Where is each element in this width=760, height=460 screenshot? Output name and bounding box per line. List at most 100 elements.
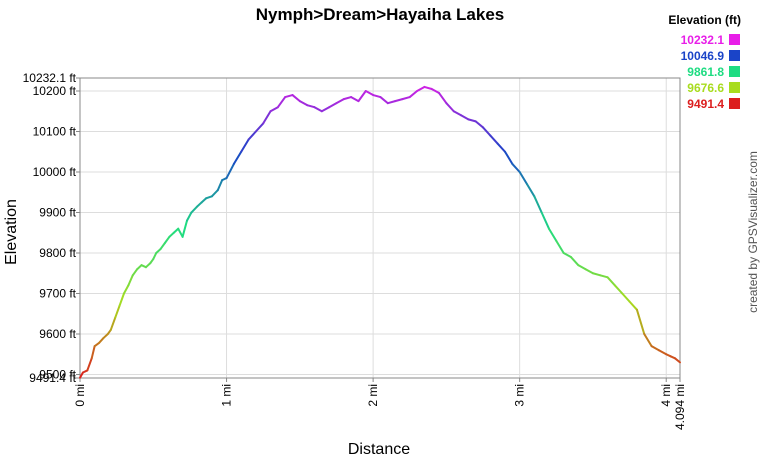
- legend-swatch: [729, 98, 740, 109]
- elevation-line-segment: [240, 138, 250, 153]
- elevation-line-segment: [650, 345, 660, 352]
- legend-label: 9861.8: [687, 65, 724, 79]
- plot-area: [79, 77, 681, 379]
- elevation-line-segment: [122, 284, 130, 295]
- elevation-line-segment: [164, 235, 171, 244]
- y-tick-label: 10200 ft: [33, 84, 77, 98]
- y-tick-label: 10000 ft: [33, 165, 77, 179]
- elevation-line-segment: [643, 333, 653, 348]
- elevation-line-segment: [569, 256, 580, 267]
- elevation-line-segment: [438, 92, 448, 105]
- elevation-line-segment: [423, 85, 433, 90]
- y-tick-label: 9500 ft: [39, 368, 76, 382]
- grid-lines: [80, 78, 680, 378]
- elevation-line-segment: [496, 142, 507, 153]
- elevation-line-segment: [379, 96, 389, 105]
- elevation-line-segment: [372, 94, 382, 99]
- elevation-line-segment: [276, 96, 287, 109]
- elevation-line-segment: [152, 252, 158, 261]
- elevation-line-segment: [674, 357, 681, 364]
- elevation-line-segment: [547, 227, 558, 242]
- elevation-line-segment: [177, 227, 184, 238]
- y-tick-label: 10232.1 ft: [23, 71, 77, 85]
- elevation-line-segment: [320, 106, 331, 113]
- legend-swatch: [729, 66, 740, 77]
- elevation-line-segment: [430, 87, 441, 95]
- legend-swatch: [729, 50, 740, 61]
- elevation-line-segment: [159, 241, 167, 250]
- elevation-line-segment: [474, 120, 485, 129]
- elevation-line-segment: [482, 126, 492, 137]
- elevation-line-segment: [525, 183, 536, 198]
- elevation-line-segment: [511, 162, 521, 174]
- legend-title: Elevation (ft): [668, 13, 741, 27]
- x-axis-title: Distance: [348, 441, 410, 458]
- elevation-line-segment: [555, 239, 565, 255]
- elevation-line-segment: [467, 118, 477, 123]
- elevation-line-segment: [335, 98, 345, 105]
- elevation-line-segment: [306, 104, 316, 109]
- elevation-line-segment: [489, 134, 499, 145]
- elevation-line-segment: [284, 94, 294, 99]
- elevation-line-segment: [533, 195, 543, 214]
- elevation-line-segment: [90, 345, 96, 360]
- y-tick-label: 9700 ft: [39, 287, 76, 301]
- elevation-line-segment: [210, 189, 219, 198]
- elevation-line-segment: [452, 110, 463, 117]
- elevation-line-segment: [562, 252, 572, 259]
- credit-text: created by GPSVisualizer.com: [746, 151, 760, 313]
- elevation-line-segment: [584, 268, 594, 275]
- elevation-line-segment: [190, 205, 199, 214]
- elevation-line-segment: [577, 264, 587, 271]
- x-tick-label: 4 mi: [659, 384, 673, 407]
- elevation-line-segment: [127, 274, 134, 287]
- elevation-line-segment: [254, 122, 265, 133]
- elevation-line-segment: [613, 284, 624, 295]
- elevation-line-segment: [357, 90, 367, 103]
- elevation-line-segment: [350, 96, 360, 103]
- legend-label: 9491.4: [687, 97, 724, 111]
- elevation-line-segment: [518, 171, 528, 186]
- elevation-line-segment: [445, 102, 455, 113]
- elevation-line-segment: [635, 308, 646, 336]
- elevation-line-segment: [225, 162, 235, 180]
- elevation-line-segment: [269, 106, 279, 113]
- elevation-line-segment: [114, 304, 121, 319]
- elevation-line-segment: [386, 100, 397, 105]
- legend-label: 10046.9: [681, 49, 725, 63]
- elevation-line-segment: [621, 292, 631, 303]
- chart-title: Nymph>Dream>Hayaiha Lakes: [256, 5, 505, 24]
- elevation-line-segment: [185, 211, 193, 222]
- elevation-line-segment: [599, 274, 609, 279]
- elevation-line-segment: [416, 85, 426, 93]
- elevation-line-segment: [86, 357, 93, 372]
- legend: Elevation (ft) 10232.1 10046.9 9861.8 9676.…: [668, 13, 741, 111]
- y-tick-label: 9600 ft: [39, 327, 76, 341]
- elevation-line-segment: [364, 90, 375, 97]
- elevation-line-segment: [216, 179, 224, 192]
- elevation-line-segment: [181, 219, 188, 238]
- elevation-line-segment: [232, 150, 243, 165]
- y-tick-label: 10100 ft: [33, 125, 77, 139]
- elevation-line-segment: [540, 211, 550, 230]
- elevation-line-segment: [342, 96, 353, 101]
- y-tick-label: 9491.4 ft: [29, 371, 76, 385]
- elevation-line-segment: [262, 110, 272, 125]
- elevation-line-segment: [247, 130, 257, 141]
- elevation-line-segment: [628, 300, 638, 311]
- elevation-line-segment: [313, 106, 323, 113]
- y-tick-label: 9800 ft: [39, 246, 76, 260]
- legend-swatch: [729, 82, 740, 93]
- x-tick-label: 2 mi: [366, 384, 380, 407]
- elevation-line-segment: [131, 268, 139, 277]
- elevation-line-segment: [408, 90, 419, 99]
- elevation-line-segment: [98, 337, 105, 344]
- elevation-line-segment: [504, 150, 514, 165]
- elevation-line-segment: [460, 114, 470, 121]
- legend-swatch: [729, 34, 740, 45]
- x-axis-ticks: 0 mi 1 mi 2 mi 3 mi 4 mi 4.094 mi: [73, 378, 687, 430]
- elevation-line-segment: [401, 96, 411, 101]
- elevation-line-segment: [291, 94, 301, 103]
